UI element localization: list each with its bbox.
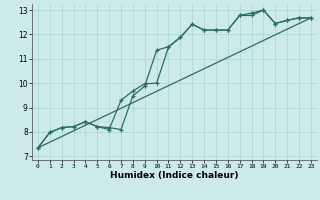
X-axis label: Humidex (Indice chaleur): Humidex (Indice chaleur) bbox=[110, 171, 239, 180]
